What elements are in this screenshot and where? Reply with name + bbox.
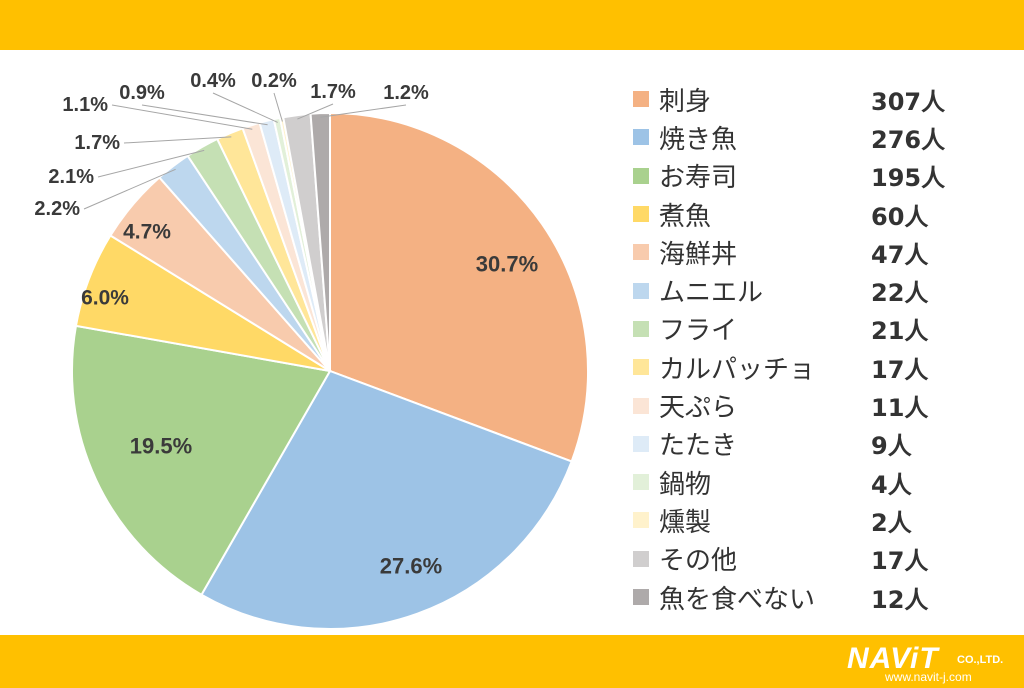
leader-line — [141, 104, 268, 126]
legend-swatch — [633, 435, 649, 452]
legend-swatch — [633, 589, 649, 605]
legend-label: 焼き魚 — [659, 124, 738, 155]
legend-label: たたき — [659, 431, 738, 462]
percent-label: 27.6% — [380, 554, 442, 579]
legend-count: 11人 — [871, 394, 929, 423]
pie-slices — [71, 111, 589, 630]
legend-swatch — [633, 474, 649, 491]
legend-swatch — [633, 359, 649, 376]
logo-brand: NAViT — [847, 642, 939, 675]
percent-label: 19.5% — [130, 434, 192, 459]
legend-item: カルパッチョ 17人 — [633, 348, 973, 386]
legend-label: ムニエル — [659, 278, 764, 309]
legend-label: 天ぷら — [659, 393, 738, 424]
legend-item: 海鮮丼 47人 — [633, 233, 973, 271]
legend-label: 刺身 — [659, 86, 712, 117]
legend-swatch — [633, 244, 649, 261]
legend-item: 刺身 307人 — [633, 80, 973, 118]
leader-line — [97, 149, 205, 178]
percent-label: 0.2% — [251, 70, 297, 92]
percent-labels: 30.7% 27.6% 19.5% 6.0% 4.7% 2.2% 2.1% 1.7% 1.1% 0… — [34, 70, 538, 579]
percent-label: 1.2% — [383, 82, 429, 104]
percent-label: 0.4% — [190, 70, 236, 92]
legend-swatch — [633, 320, 649, 337]
percent-label: 30.7% — [476, 252, 538, 277]
legend-count: 17人 — [871, 547, 929, 576]
legend-swatch — [633, 167, 649, 184]
legend-item: ムニエル 22人 — [633, 271, 973, 309]
leader-lines — [83, 92, 407, 210]
leader-line — [212, 92, 278, 123]
leader-line — [111, 104, 253, 130]
legend-label: フライ — [659, 316, 738, 347]
legend-count: 2人 — [871, 508, 912, 537]
legend-label: カルパッチョ — [659, 354, 816, 385]
legend-swatch — [633, 91, 649, 108]
leader-line — [320, 104, 407, 118]
legend-count: 307人 — [871, 87, 946, 116]
legend-item: その他 17人 — [633, 540, 973, 578]
legend-swatch — [633, 550, 649, 567]
legend-item: お寿司 195人 — [633, 157, 973, 195]
company-logo: NAViT CO.,LTD. www.navit-j.com — [845, 640, 1020, 686]
legend-count: 21人 — [871, 317, 929, 346]
leader-line — [297, 103, 334, 120]
percent-label: 6.0% — [81, 287, 129, 310]
legend-count: 9人 — [871, 432, 912, 461]
pie-slice — [71, 324, 332, 597]
legend-label: 魚を食べない — [659, 584, 816, 615]
legend-swatch — [633, 206, 649, 223]
legend-swatch — [633, 282, 649, 299]
legend-swatch — [633, 129, 649, 146]
legend-item: フライ 21人 — [633, 310, 973, 348]
logo-url: www.navit-j.com — [885, 670, 972, 684]
legend-count: 195人 — [871, 164, 946, 193]
legend: 刺身 307人 焼き魚 276人 お寿司 195人 煮魚 60人 海鮮丼 47人 ムニエル 22人 フラ… — [633, 80, 973, 616]
pie-chart: 30.7% 27.6% 19.5% 6.0% 4.7% 2.2% 2.1% 1.7% 1.1% 0… — [34, 70, 589, 630]
legend-item: 鍋物 4人 — [633, 463, 973, 501]
legend-count: 17人 — [871, 355, 929, 384]
legend-item: 焼き魚 276人 — [633, 118, 973, 156]
legend-item: たたき 9人 — [633, 425, 973, 463]
legend-label: 鍋物 — [659, 469, 712, 500]
legend-item: 燻製 2人 — [633, 501, 973, 539]
legend-item: 煮魚 60人 — [633, 195, 973, 233]
legend-count: 276人 — [871, 125, 946, 154]
percent-label: 4.7% — [123, 221, 171, 244]
legend-swatch — [633, 397, 649, 414]
legend-item: 魚を食べない 12人 — [633, 578, 973, 616]
legend-label: 海鮮丼 — [659, 239, 738, 270]
legend-item: 天ぷら 11人 — [633, 386, 973, 424]
legend-label: 燻製 — [659, 507, 712, 538]
top-banner — [0, 0, 1024, 50]
legend-count: 12人 — [871, 585, 929, 614]
logo-suffix: CO.,LTD. — [957, 654, 1004, 666]
legend-label: 煮魚 — [659, 201, 712, 232]
legend-count: 60人 — [871, 202, 929, 231]
percent-label: 1.7% — [74, 132, 120, 154]
leader-line — [123, 136, 232, 144]
bottom-banner — [0, 635, 1024, 688]
legend-swatch — [633, 512, 649, 529]
percent-label: 0.9% — [119, 82, 165, 104]
percent-label: 2.1% — [48, 166, 94, 188]
pie-slice — [329, 111, 589, 463]
percent-label: 2.2% — [34, 198, 80, 220]
percent-label: 1.1% — [62, 94, 108, 116]
legend-label: お寿司 — [659, 163, 738, 194]
leader-line — [83, 168, 176, 210]
legend-label: その他 — [659, 546, 738, 577]
percent-label: 1.7% — [310, 81, 356, 103]
leader-line — [273, 92, 283, 122]
legend-count: 22人 — [871, 279, 929, 308]
legend-count: 47人 — [871, 240, 929, 269]
legend-count: 4人 — [871, 470, 912, 499]
